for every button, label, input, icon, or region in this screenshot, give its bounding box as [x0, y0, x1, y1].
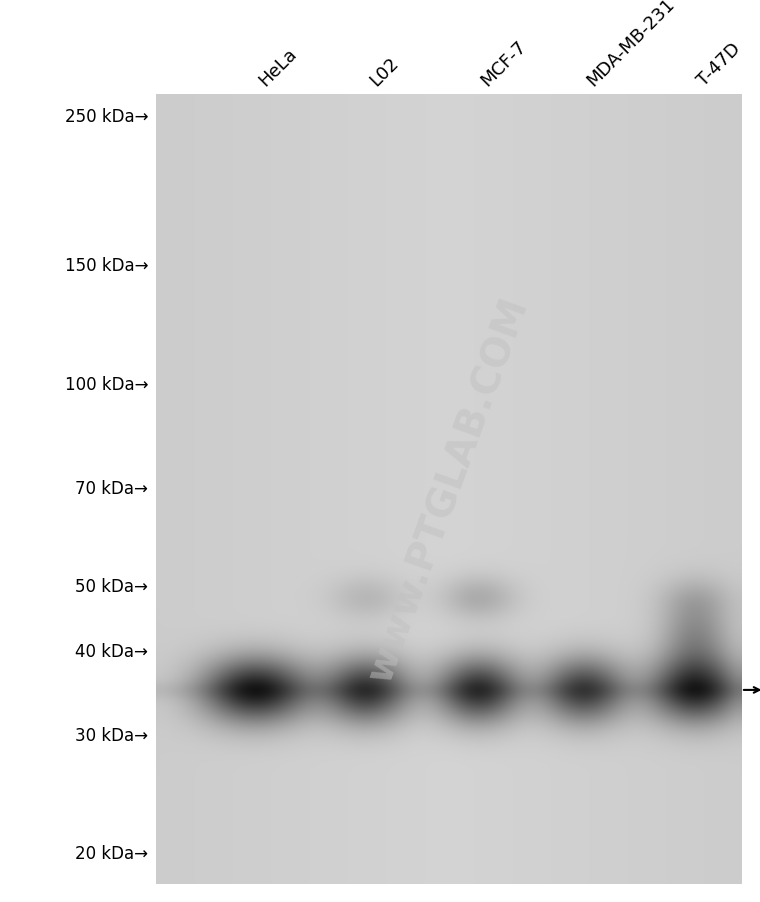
Text: 150 kDa→: 150 kDa→	[65, 257, 148, 275]
Text: 30 kDa→: 30 kDa→	[75, 726, 148, 744]
Text: T-47D: T-47D	[694, 41, 744, 90]
Text: 250 kDa→: 250 kDa→	[65, 108, 148, 126]
Text: HeLa: HeLa	[255, 45, 300, 90]
Text: www.PTGLAB.COM: www.PTGLAB.COM	[361, 292, 536, 686]
Text: 70 kDa→: 70 kDa→	[75, 479, 148, 497]
Text: 40 kDa→: 40 kDa→	[75, 642, 148, 660]
Text: MCF-7: MCF-7	[478, 38, 530, 90]
Text: 50 kDa→: 50 kDa→	[75, 577, 148, 595]
Text: 20 kDa→: 20 kDa→	[75, 844, 148, 862]
Text: L02: L02	[366, 54, 402, 90]
Text: MDA-MB-231: MDA-MB-231	[583, 0, 678, 90]
Text: 100 kDa→: 100 kDa→	[65, 375, 148, 393]
